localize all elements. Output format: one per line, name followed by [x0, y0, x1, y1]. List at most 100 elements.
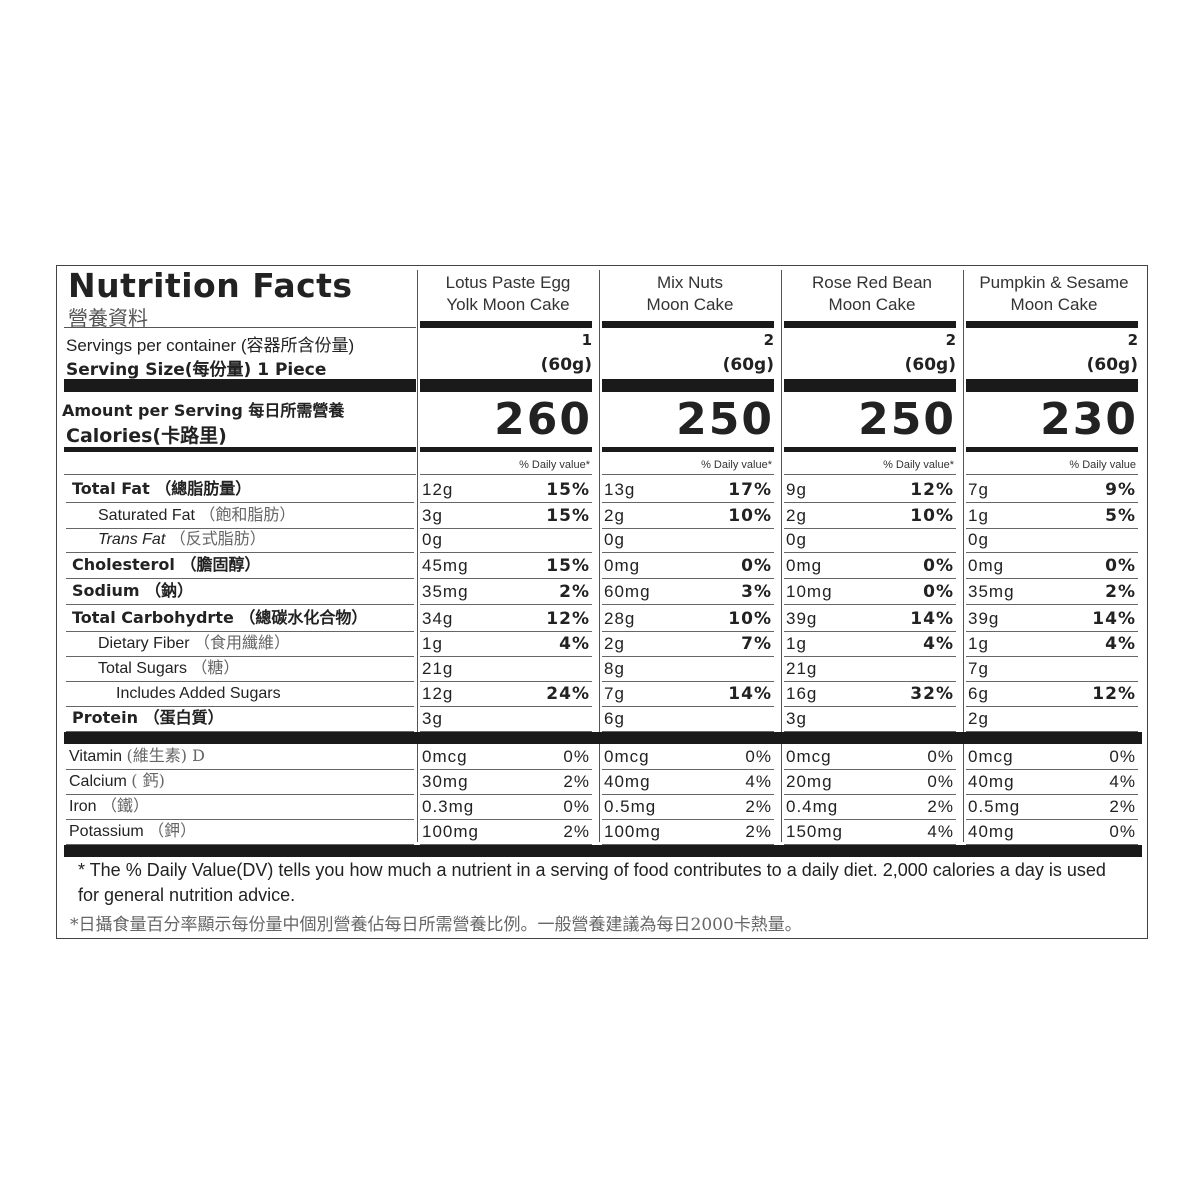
amount-value: 0mg: [786, 556, 823, 575]
nutrient-name: Cholesterol: [72, 555, 175, 574]
nutrient-name-cn: （鈉）: [145, 581, 194, 600]
nutrient-row-protein: Protein （蛋白質）: [66, 707, 414, 732]
nutrient-value-cell: 12g 24%: [420, 682, 592, 707]
amount-value: 0.5mg: [604, 797, 657, 816]
nutrient-name: Potassium: [69, 823, 144, 840]
daily-value-percent: 4%: [927, 822, 954, 841]
nutrient-label: Cholesterol （膽固醇）: [72, 551, 260, 575]
daily-value-percent: 17%: [728, 480, 772, 500]
nutrient-row-calcium: Calcium ( 鈣): [66, 770, 414, 795]
nutrient-name-cn: （糖）: [191, 658, 240, 677]
nutrient-name-cn: （總碳水化合物）: [239, 608, 368, 627]
amount-value: 0mcg: [786, 747, 832, 766]
medium-divider: [966, 447, 1138, 452]
nutrient-name: Trans Fat: [98, 531, 166, 548]
amount-value: 30mg: [422, 772, 469, 791]
nutrient-value-cell: 0g: [602, 529, 774, 553]
daily-value-percent: 4%: [559, 634, 590, 654]
product-name-line2: Moon Cake: [646, 295, 734, 314]
daily-value-percent: 7%: [741, 634, 772, 654]
nutrient-name: Protein: [72, 708, 138, 727]
product-name-line2: Yolk Moon Cake: [446, 295, 570, 314]
amount-value: 7g: [968, 480, 989, 499]
amount-value: 2g: [604, 634, 625, 653]
nutrient-name: Includes Added Sugars: [116, 685, 281, 702]
amount-value: 0mcg: [968, 747, 1014, 766]
daily-value-percent: 0%: [923, 582, 954, 602]
nutrient-value-cell: 40mg 0%: [966, 820, 1138, 845]
nutrient-label: Dietary Fiber （食用纖維）: [98, 629, 290, 653]
nutrient-name-cn: (維生素) D: [126, 746, 205, 765]
nutrient-label: Sodium （鈉）: [72, 577, 193, 601]
nutrient-value-cell: 12g 15%: [420, 476, 592, 503]
nutrient-name-cn: ( 鈣): [131, 771, 165, 790]
nutrient-value-cell: 40mg 4%: [602, 770, 774, 795]
daily-value-percent: 0%: [1105, 556, 1136, 576]
nutrient-value-cell: 100mg 2%: [420, 820, 592, 845]
nutrient-label: Trans Fat （反式脂肪）: [98, 525, 266, 549]
nutrient-value-cell: 100mg 2%: [602, 820, 774, 845]
product-name: Lotus Paste Egg Yolk Moon Cake: [420, 272, 596, 316]
daily-value-percent: 4%: [1105, 634, 1136, 654]
serving-size-value: (60g): [722, 355, 774, 375]
nutrient-value-cell: 2g 10%: [784, 503, 956, 529]
divider: [64, 474, 416, 475]
nutrient-value-cell: 21g: [420, 657, 592, 682]
daily-value-percent: 10%: [728, 609, 772, 629]
daily-value-percent: 0%: [741, 556, 772, 576]
thick-divider: [966, 321, 1138, 328]
amount-value: 3g: [422, 709, 443, 728]
nutrient-value-cell: 0g: [420, 529, 592, 553]
amount-value: 20mg: [786, 772, 833, 791]
daily-value-percent: 5%: [1105, 506, 1136, 526]
amount-value: 9g: [786, 480, 807, 499]
daily-value-percent: 15%: [546, 506, 590, 526]
nutrient-value-cell: 0g: [784, 529, 956, 553]
product-name-line1: Mix Nuts: [656, 273, 724, 292]
nutrient-name: Vitamin: [69, 748, 123, 765]
nutrient-value-cell: 0mcg 0%: [784, 745, 956, 770]
nutrient-value-cell: 16g 32%: [784, 682, 956, 707]
daily-value-percent: 2%: [563, 772, 590, 791]
daily-value-percent: 2%: [1105, 582, 1136, 602]
nutrient-name: Iron: [69, 798, 97, 815]
vitamin-divider: [64, 732, 1142, 744]
calories-value: 230: [1040, 394, 1138, 445]
nutrient-value-cell: 0.5mg 2%: [602, 795, 774, 820]
daily-value-percent: 2%: [927, 797, 954, 816]
calories-label: Calories(卡路里): [66, 425, 227, 447]
nutrient-name-cn: （鐵）: [101, 796, 150, 815]
nutrient-name: Total Sugars: [98, 660, 187, 677]
amount-value: 0mg: [968, 556, 1005, 575]
medium-divider: [602, 447, 774, 452]
amount-label: Amount per Serving 每日所需營養: [62, 401, 345, 420]
amount-value: 1g: [422, 634, 443, 653]
amount-value: 0g: [604, 530, 625, 549]
product-name-line1: Pumpkin & Sesame: [979, 273, 1129, 292]
nutrient-value-cell: 39g 14%: [966, 605, 1138, 632]
daily-value-header: % Daily value*: [519, 459, 590, 471]
daily-value-percent: 2%: [745, 822, 772, 841]
nutrient-value-cell: 0.3mg 0%: [420, 795, 592, 820]
nutrition-facts-panel: [56, 265, 1148, 939]
daily-value-percent: 0%: [927, 747, 954, 766]
daily-value-percent: 2%: [1109, 797, 1136, 816]
serving-size-value: (60g): [540, 355, 592, 375]
servings-value: 2: [763, 331, 774, 349]
nutrient-value-cell: 3g: [420, 707, 592, 732]
nutrient-value-cell: 1g 4%: [966, 632, 1138, 657]
amount-value: 0mcg: [604, 747, 650, 766]
nutrient-value-cell: 40mg 4%: [966, 770, 1138, 795]
nutrient-value-cell: 28g 10%: [602, 605, 774, 632]
divider: [602, 474, 774, 475]
amount-value: 1g: [786, 634, 807, 653]
amount-value: 60mg: [604, 582, 651, 601]
product-name-line1: Rose Red Bean: [811, 273, 933, 292]
daily-value-percent: 4%: [923, 634, 954, 654]
nutrient-name: Saturated Fat: [98, 507, 195, 524]
nutrient-label: Protein （蛋白質）: [72, 704, 224, 728]
daily-value-percent: 0%: [927, 772, 954, 791]
amount-value: 21g: [786, 659, 818, 678]
product-name: Rose Red Bean Moon Cake: [784, 272, 960, 316]
thick-divider: [602, 321, 774, 328]
